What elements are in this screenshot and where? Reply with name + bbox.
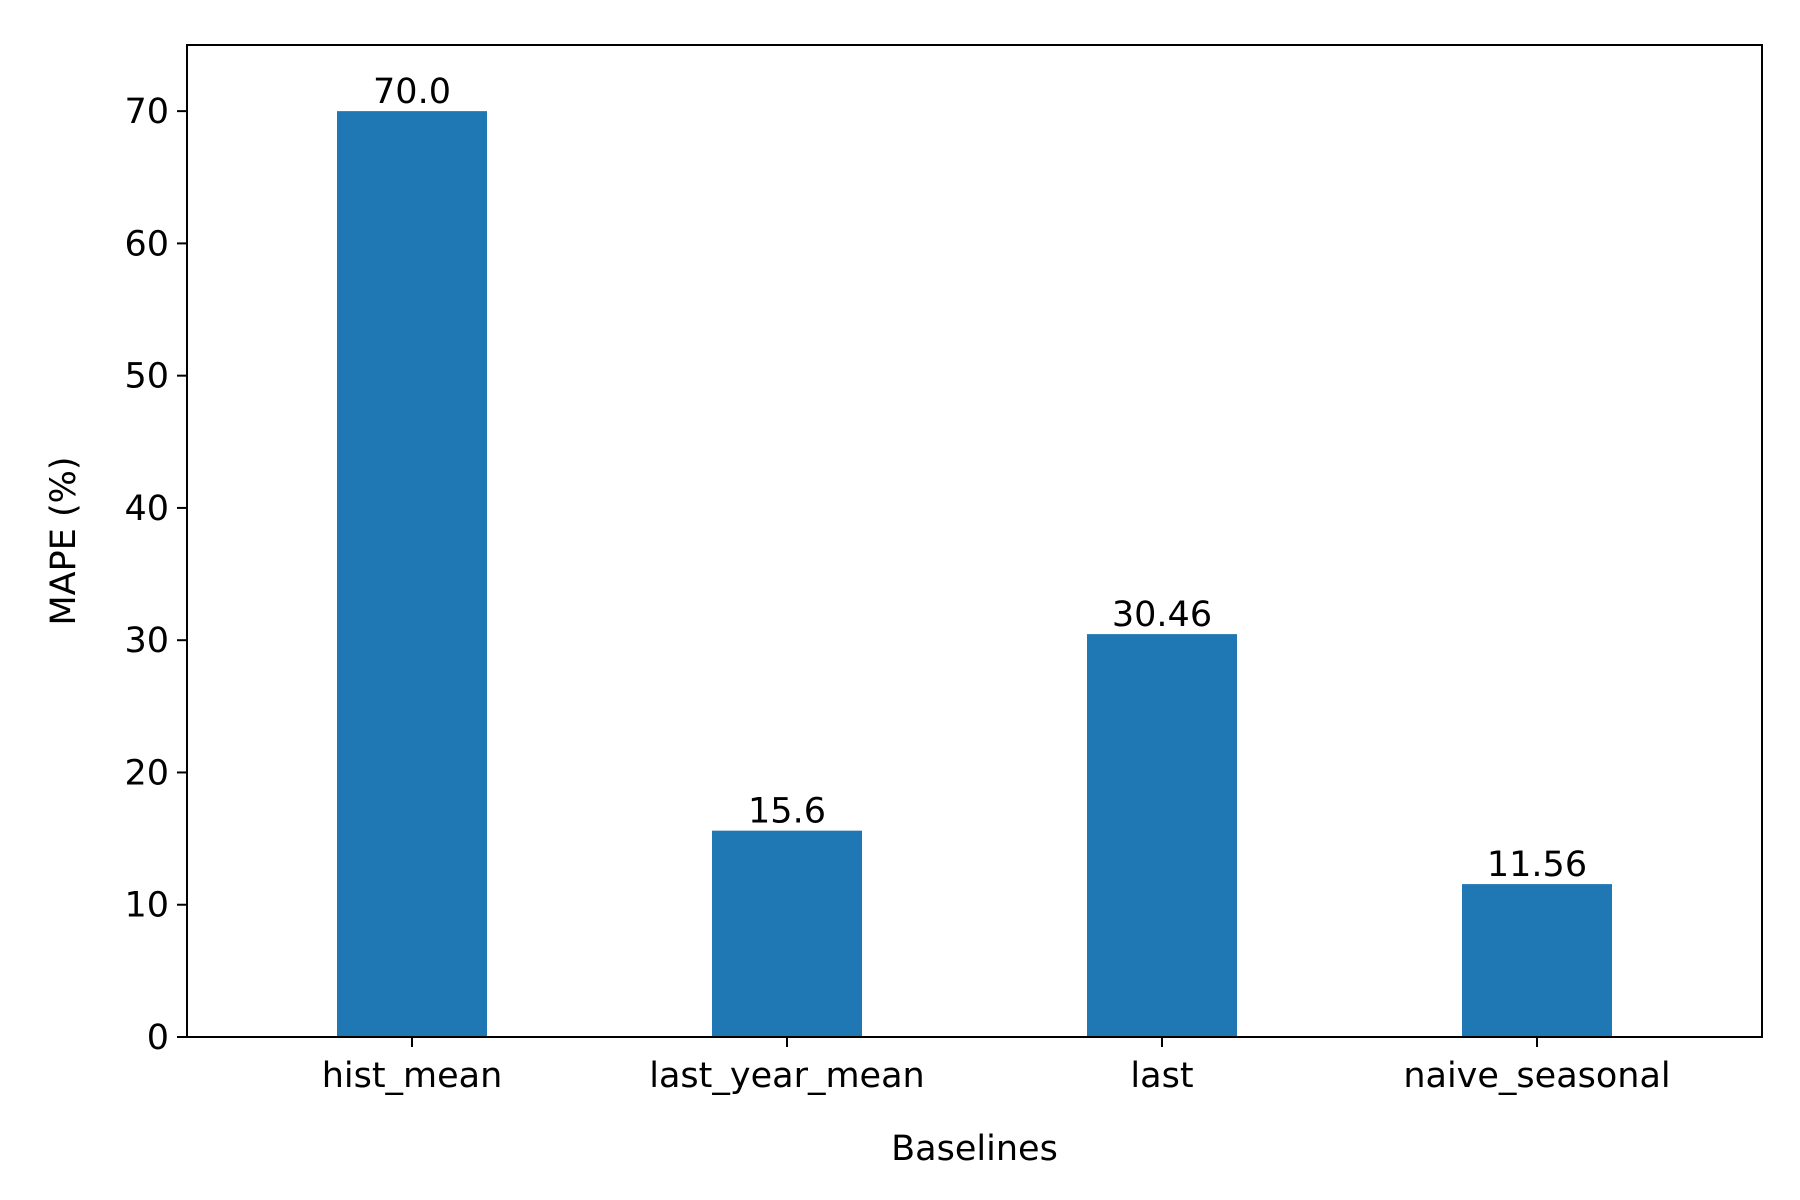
bar-value-label: 30.46 [1112, 595, 1212, 635]
bar-value-label: 11.56 [1487, 845, 1587, 885]
plot-frame [186, 44, 1763, 1038]
y-axis-ticks: 0 10 20 30 40 50 60 70 [124, 92, 187, 1058]
x-axis-title: Baselines [891, 1129, 1058, 1169]
y-axis-title: MAPE (%) [44, 456, 84, 625]
y-tick-label: 70 [124, 92, 169, 132]
bar-value-label: 70.0 [373, 72, 451, 112]
bars-group [337, 111, 1612, 1038]
x-tick-label: naive_seasonal [1403, 1056, 1670, 1096]
bar-naive-seasonal [1462, 884, 1612, 1037]
bar-last [1087, 634, 1237, 1037]
x-tick-label: last_year_mean [649, 1056, 924, 1096]
bar-hist-mean [337, 111, 487, 1038]
y-tick-label: 40 [124, 489, 169, 529]
x-tick-label: last [1130, 1056, 1193, 1096]
x-tick-label: hist_mean [322, 1056, 503, 1096]
y-tick-label: 0 [147, 1018, 169, 1058]
y-tick-label: 30 [124, 621, 169, 661]
bar-labels-group: 70.0 15.6 30.46 11.56 [373, 72, 1587, 885]
y-tick-label: 10 [124, 886, 169, 926]
bar-last-year-mean [712, 830, 862, 1037]
y-tick-label: 50 [124, 357, 169, 397]
y-tick-label: 20 [124, 753, 169, 793]
x-axis-ticks: hist_mean last_year_mean last naive_seasona… [322, 1037, 1671, 1096]
bar-value-label: 15.6 [748, 792, 826, 832]
y-tick-label: 60 [124, 224, 169, 264]
